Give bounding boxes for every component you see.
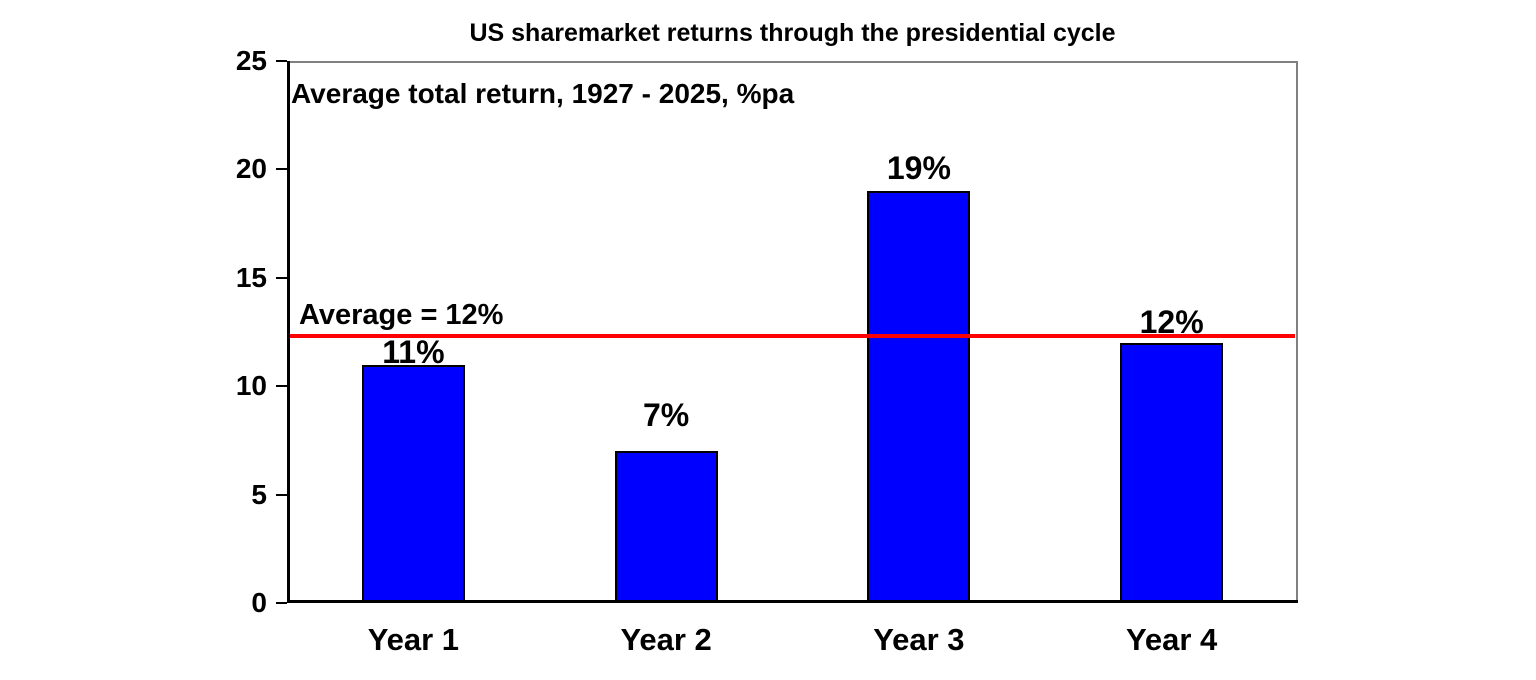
plot-area: Average total return, 1927 - 2025, %pa 1… [287, 61, 1298, 603]
y-axis-tick-label: 0 [251, 587, 267, 618]
y-axis-tick [276, 602, 287, 604]
chart-title: US sharemarket returns through the presi… [469, 19, 1116, 47]
y-axis-tick [276, 60, 287, 62]
x-axis-category-label: Year 4 [1125, 622, 1218, 657]
y-axis-tick-label: 10 [235, 370, 267, 402]
average-line-label: Average = 12% [299, 299, 504, 332]
y-axis-tick [276, 385, 287, 388]
bar-value-label: 12% [1139, 303, 1204, 340]
plot-border-right [1296, 61, 1298, 603]
bar-year-2 [614, 451, 718, 603]
bar-value-label: 11% [382, 333, 445, 370]
y-axis-line [287, 61, 290, 603]
y-axis-tick-label: 25 [235, 45, 267, 76]
y-axis-tick-label: 20 [235, 153, 267, 185]
bar-year-1 [361, 364, 465, 603]
x-axis-category-label: Year 3 [873, 622, 965, 657]
y-axis-tick-label: 15 [235, 261, 267, 293]
plot-border-top [287, 61, 1298, 63]
x-axis-category-label: Year 2 [620, 622, 712, 657]
bar-value-label: 7% [643, 397, 690, 434]
y-axis-tick [276, 276, 287, 279]
y-axis-tick [276, 168, 287, 171]
chart-subtitle: Average total return, 1927 - 2025, %pa [291, 78, 795, 109]
bar-year-4 [1120, 342, 1224, 603]
x-axis-line [287, 600, 1298, 603]
y-axis-tick-label: 5 [251, 478, 267, 510]
bar-year-3 [867, 191, 971, 603]
x-axis-category-label: Year 1 [367, 622, 460, 657]
y-axis-tick [276, 493, 287, 496]
bar-value-label: 19% [886, 150, 951, 187]
average-line [287, 334, 1295, 339]
